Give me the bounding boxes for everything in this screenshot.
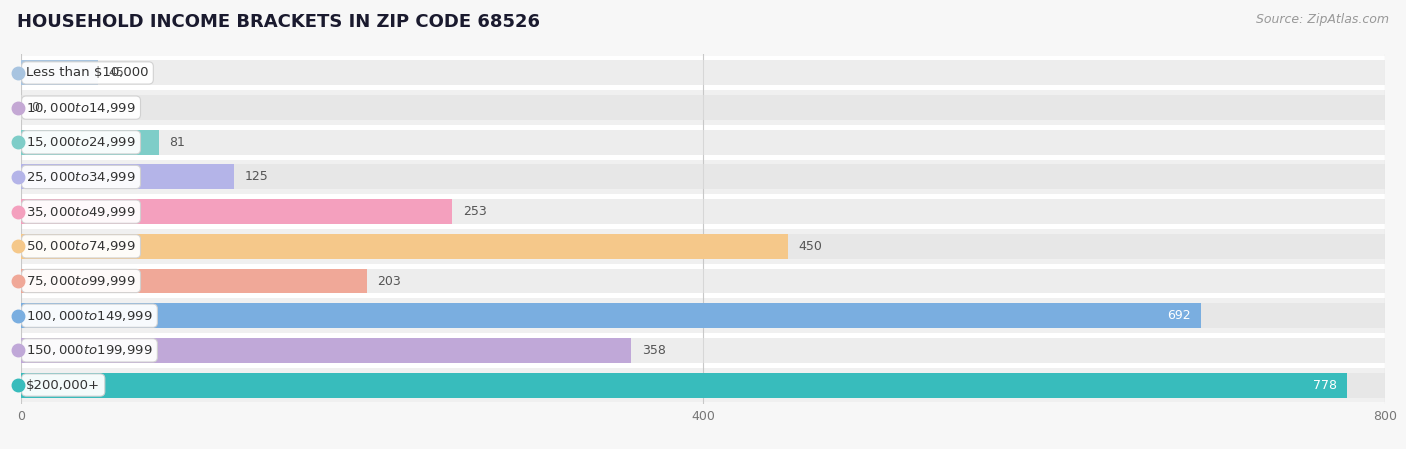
Bar <box>21 234 789 259</box>
Bar <box>21 164 1385 189</box>
Text: 692: 692 <box>1167 309 1191 322</box>
Text: 45: 45 <box>108 66 124 79</box>
Text: Less than $10,000: Less than $10,000 <box>27 66 149 79</box>
Bar <box>21 130 1385 155</box>
Bar <box>21 125 1385 160</box>
Text: $35,000 to $49,999: $35,000 to $49,999 <box>27 205 136 219</box>
Text: $10,000 to $14,999: $10,000 to $14,999 <box>27 101 136 114</box>
Text: $150,000 to $199,999: $150,000 to $199,999 <box>27 343 153 357</box>
Bar <box>21 56 1385 90</box>
Bar <box>21 373 1385 397</box>
Bar <box>21 234 1385 259</box>
Text: $100,000 to $149,999: $100,000 to $149,999 <box>27 308 153 323</box>
Bar <box>21 303 1201 328</box>
Text: 81: 81 <box>169 136 186 149</box>
Text: $25,000 to $34,999: $25,000 to $34,999 <box>27 170 136 184</box>
Bar <box>21 373 1347 397</box>
Bar <box>21 160 1385 194</box>
Bar <box>21 269 1385 294</box>
Bar <box>21 199 1385 224</box>
Bar <box>21 338 1385 363</box>
Bar <box>21 164 235 189</box>
Text: 0: 0 <box>31 101 39 114</box>
Bar <box>21 95 1385 120</box>
Text: $15,000 to $24,999: $15,000 to $24,999 <box>27 135 136 150</box>
Text: 450: 450 <box>799 240 823 253</box>
Bar <box>21 61 98 85</box>
Bar <box>21 61 1385 85</box>
Text: $75,000 to $99,999: $75,000 to $99,999 <box>27 274 136 288</box>
Text: 778: 778 <box>1313 379 1337 392</box>
Bar <box>21 229 1385 264</box>
Text: 358: 358 <box>641 344 665 357</box>
Bar <box>21 368 1385 402</box>
Bar <box>21 333 1385 368</box>
Bar <box>21 130 159 155</box>
Bar <box>21 298 1385 333</box>
Bar <box>21 199 453 224</box>
Text: 125: 125 <box>245 171 269 184</box>
Bar <box>21 194 1385 229</box>
Bar <box>21 303 1385 328</box>
Text: $200,000+: $200,000+ <box>27 379 100 392</box>
Text: $50,000 to $74,999: $50,000 to $74,999 <box>27 239 136 253</box>
Text: Source: ZipAtlas.com: Source: ZipAtlas.com <box>1256 13 1389 26</box>
Bar <box>21 338 631 363</box>
Text: HOUSEHOLD INCOME BRACKETS IN ZIP CODE 68526: HOUSEHOLD INCOME BRACKETS IN ZIP CODE 68… <box>17 13 540 31</box>
Text: 203: 203 <box>377 274 401 287</box>
Bar <box>21 90 1385 125</box>
Bar <box>21 264 1385 298</box>
Bar <box>21 269 367 294</box>
Text: 253: 253 <box>463 205 486 218</box>
